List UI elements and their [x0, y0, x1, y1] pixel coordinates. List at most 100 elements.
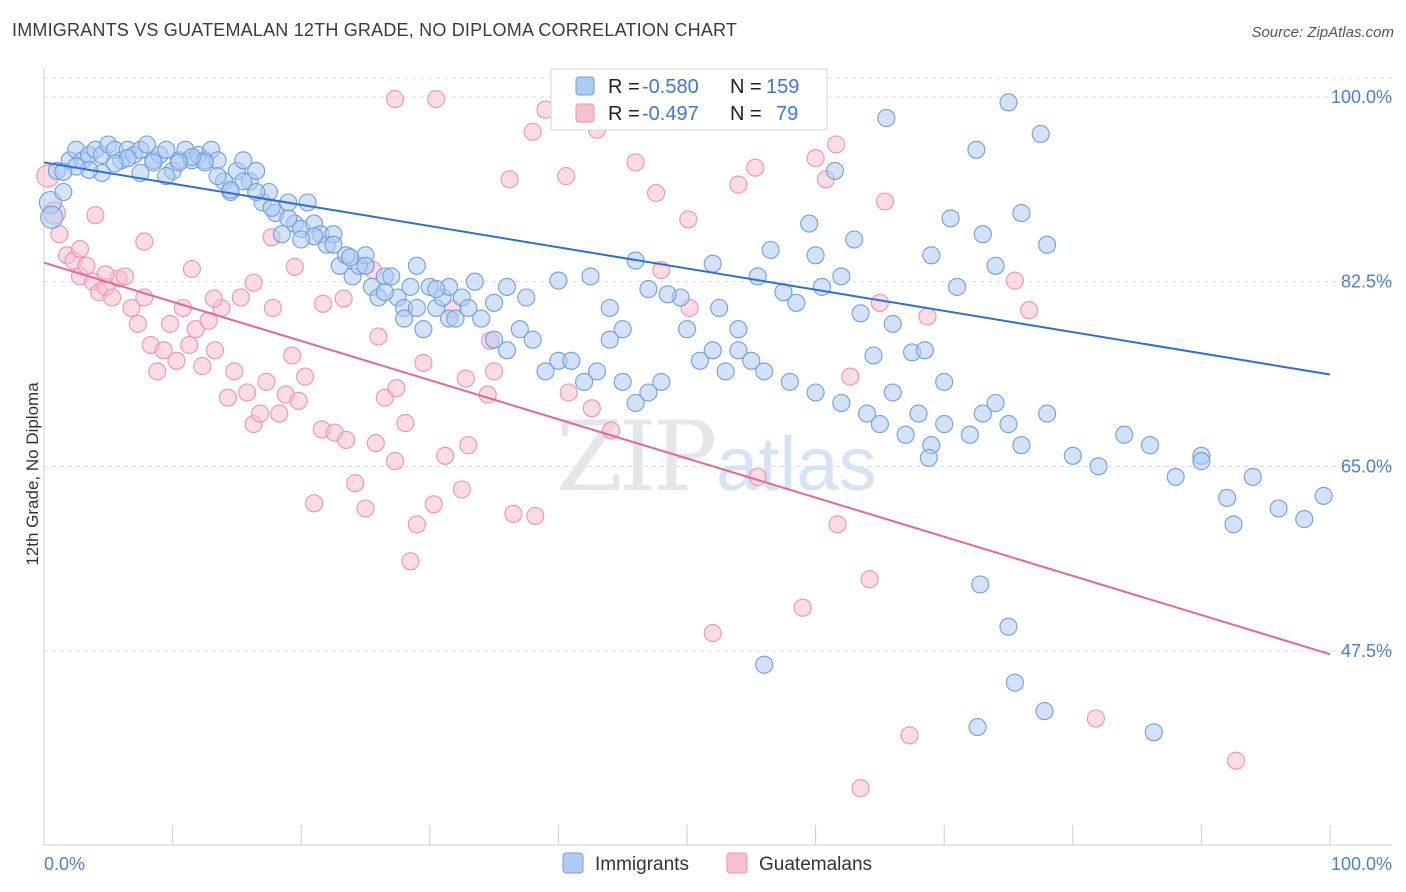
- immigrants-point: [652, 372, 671, 391]
- immigrants-point: [587, 362, 607, 381]
- guatemalans-point: [748, 467, 767, 486]
- watermark: ZIP atlas: [556, 401, 877, 513]
- legend-n-value-immigrants: 159: [766, 76, 799, 98]
- guatemalans-point: [77, 256, 96, 275]
- guatemalans-point: [729, 175, 748, 194]
- guatemalans-point: [870, 293, 889, 312]
- guatemalans-point: [746, 158, 765, 177]
- guatemalans-point: [86, 206, 105, 225]
- immigrants-point: [1166, 467, 1185, 486]
- guatemalans-point: [582, 399, 601, 418]
- immigrants-point: [40, 205, 64, 229]
- immigrants-point: [485, 293, 504, 312]
- guatemalans-point: [369, 327, 388, 346]
- immigrants-point: [832, 393, 851, 413]
- guatemalans-point: [793, 598, 812, 617]
- tick-labels: 47.5% 65.0% 82.5% 100.0% 0.0% 100.0%: [44, 87, 1392, 874]
- guatemalans-trend-line: [43, 261, 1331, 656]
- y-tick-label: 82.5%: [1341, 272, 1392, 292]
- immigrants-point: [748, 267, 767, 286]
- guatemalans-point: [900, 726, 919, 745]
- immigrants-point: [157, 140, 176, 159]
- guatemalans-point: [407, 515, 426, 534]
- guatemalans-point: [387, 379, 406, 398]
- guatemalans-point: [851, 779, 870, 798]
- immigrants-point: [137, 135, 156, 154]
- guatemalans-point: [427, 90, 446, 109]
- guatemalans-point: [148, 362, 167, 381]
- source-label: Source: ZipAtlas.com: [1251, 24, 1394, 41]
- immigrants-point: [716, 362, 735, 381]
- y-tick-label: 100.0%: [1331, 87, 1392, 107]
- guatemalans-legend-swatch: [726, 852, 748, 874]
- guatemalans-point: [647, 183, 666, 203]
- guatemalans-point: [283, 346, 302, 365]
- immigrants-point: [208, 167, 227, 186]
- guatemalans-point: [167, 351, 186, 370]
- guatemalans-point: [559, 383, 578, 402]
- guatemalans-point: [122, 298, 141, 318]
- immigrants-point: [761, 240, 780, 260]
- immigrants-point: [497, 277, 517, 296]
- immigrants-point: [1243, 467, 1262, 486]
- trend-lines: [43, 161, 1331, 656]
- immigrants-point: [690, 351, 709, 370]
- immigrants-point: [341, 248, 360, 267]
- guatemalans-point: [456, 369, 475, 388]
- immigrants-point: [909, 404, 928, 423]
- guatemalans-point: [841, 367, 860, 386]
- immigrants-point: [999, 617, 1018, 636]
- immigrants-point: [375, 283, 394, 302]
- guatemalans-point: [231, 288, 250, 307]
- immigrants-point: [221, 180, 240, 199]
- immigrants-point: [1063, 446, 1082, 465]
- guatemalans-point: [285, 257, 304, 276]
- legend-r-value-immigrants: -0.580: [642, 76, 699, 98]
- immigrants-point: [703, 254, 722, 273]
- immigrants-point: [298, 193, 317, 212]
- legend-r-value-guatemalans: -0.497: [642, 103, 699, 125]
- legend-n-label-guatemalans: N =: [730, 103, 762, 125]
- immigrants-trend-line: [43, 161, 1331, 376]
- immigrants-point: [710, 298, 729, 318]
- immigrants-point: [1192, 452, 1211, 471]
- immigrants-point: [427, 280, 446, 299]
- immigrants-legend-label: Immigrants: [595, 854, 689, 875]
- guatemalans-point: [918, 307, 937, 326]
- immigrants-point: [1144, 723, 1163, 742]
- immigrants-point: [919, 448, 938, 467]
- immigrants-point: [825, 161, 844, 180]
- immigrants-point: [395, 309, 414, 328]
- immigrants-point: [1314, 486, 1333, 505]
- watermark-atlas: atlas: [716, 422, 877, 507]
- guatemalans-point: [250, 404, 270, 423]
- immigrants-point: [626, 393, 645, 413]
- guatemalans-point: [244, 273, 263, 292]
- guatemalans-point: [452, 480, 471, 499]
- immigrants-point: [157, 167, 176, 186]
- guatemalans-point: [180, 335, 199, 355]
- immigrants-point: [523, 330, 542, 349]
- guatemalans-point: [828, 515, 847, 534]
- guatemalans-swatch: [575, 103, 595, 123]
- immigrants-point: [1115, 425, 1134, 444]
- immigrants-point: [465, 272, 484, 291]
- immigrants-point: [851, 304, 870, 323]
- immigrants-point: [832, 267, 851, 286]
- guatemalans-point: [1020, 301, 1039, 320]
- immigrants-point: [935, 372, 954, 391]
- guatemalans-point: [485, 362, 504, 381]
- immigrants-point: [915, 341, 934, 360]
- guatemalans-point: [238, 383, 257, 402]
- guatemalans-point: [860, 570, 879, 589]
- guatemalans-point: [103, 288, 122, 307]
- immigrants-point: [497, 341, 517, 360]
- immigrants-point: [549, 271, 568, 290]
- guatemalans-point: [436, 446, 455, 465]
- immigrants-point: [517, 288, 536, 307]
- immigrants-point: [279, 209, 298, 228]
- guatemalans-point: [504, 504, 523, 523]
- immigrants-point: [971, 575, 990, 594]
- immigrants-point: [755, 655, 774, 674]
- guatemalans-point: [135, 232, 154, 251]
